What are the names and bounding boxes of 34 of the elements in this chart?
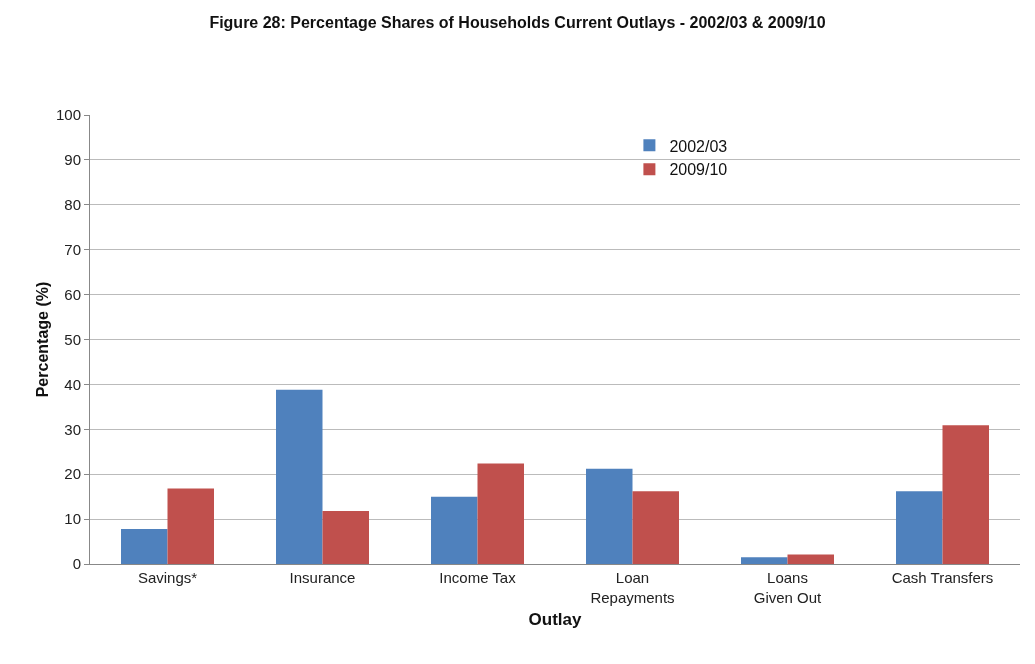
bar xyxy=(896,491,943,564)
bar xyxy=(322,511,369,564)
x-tick-label: Loans Given Out xyxy=(753,569,823,606)
legend-label: 2002/03 xyxy=(669,137,728,155)
y-tick-label: 10 xyxy=(64,510,81,528)
y-tick-label: 100 xyxy=(55,106,81,124)
bar xyxy=(276,389,323,564)
y-axis-title: Percentage (%) xyxy=(34,281,51,398)
y-tick-label: 30 xyxy=(64,420,81,438)
x-tick-label: Cash Transfers xyxy=(891,569,994,586)
y-tick-label: 70 xyxy=(64,240,81,258)
y-tick-label: 20 xyxy=(64,465,81,483)
bar xyxy=(741,557,788,564)
x-tick-label: Loan Repayments xyxy=(590,569,675,606)
bar xyxy=(632,491,679,564)
y-tick-label: 60 xyxy=(64,285,81,303)
legend-label: 2009/10 xyxy=(669,161,728,179)
y-tick-label: 40 xyxy=(64,375,81,393)
x-tick-label: Income Tax xyxy=(439,569,517,586)
bar xyxy=(167,488,214,564)
y-tick-label: 80 xyxy=(64,196,81,214)
bar xyxy=(942,425,989,564)
chart-title: Figure 28: Percentage Shares of Households Current Outlays - 2002/03 & 2009/10 xyxy=(209,13,826,31)
bar xyxy=(477,463,524,564)
bar xyxy=(431,496,478,564)
bar xyxy=(586,468,633,564)
x-axis-title: Outlay xyxy=(528,610,582,629)
y-tick-label: 50 xyxy=(64,330,81,348)
x-tick-label: Savings* xyxy=(137,569,198,586)
y-tick-label: 90 xyxy=(64,151,81,169)
x-tick-label: Insurance xyxy=(289,569,356,586)
bar xyxy=(787,554,834,564)
y-tick-label: 0 xyxy=(72,555,81,573)
bar xyxy=(121,528,168,564)
